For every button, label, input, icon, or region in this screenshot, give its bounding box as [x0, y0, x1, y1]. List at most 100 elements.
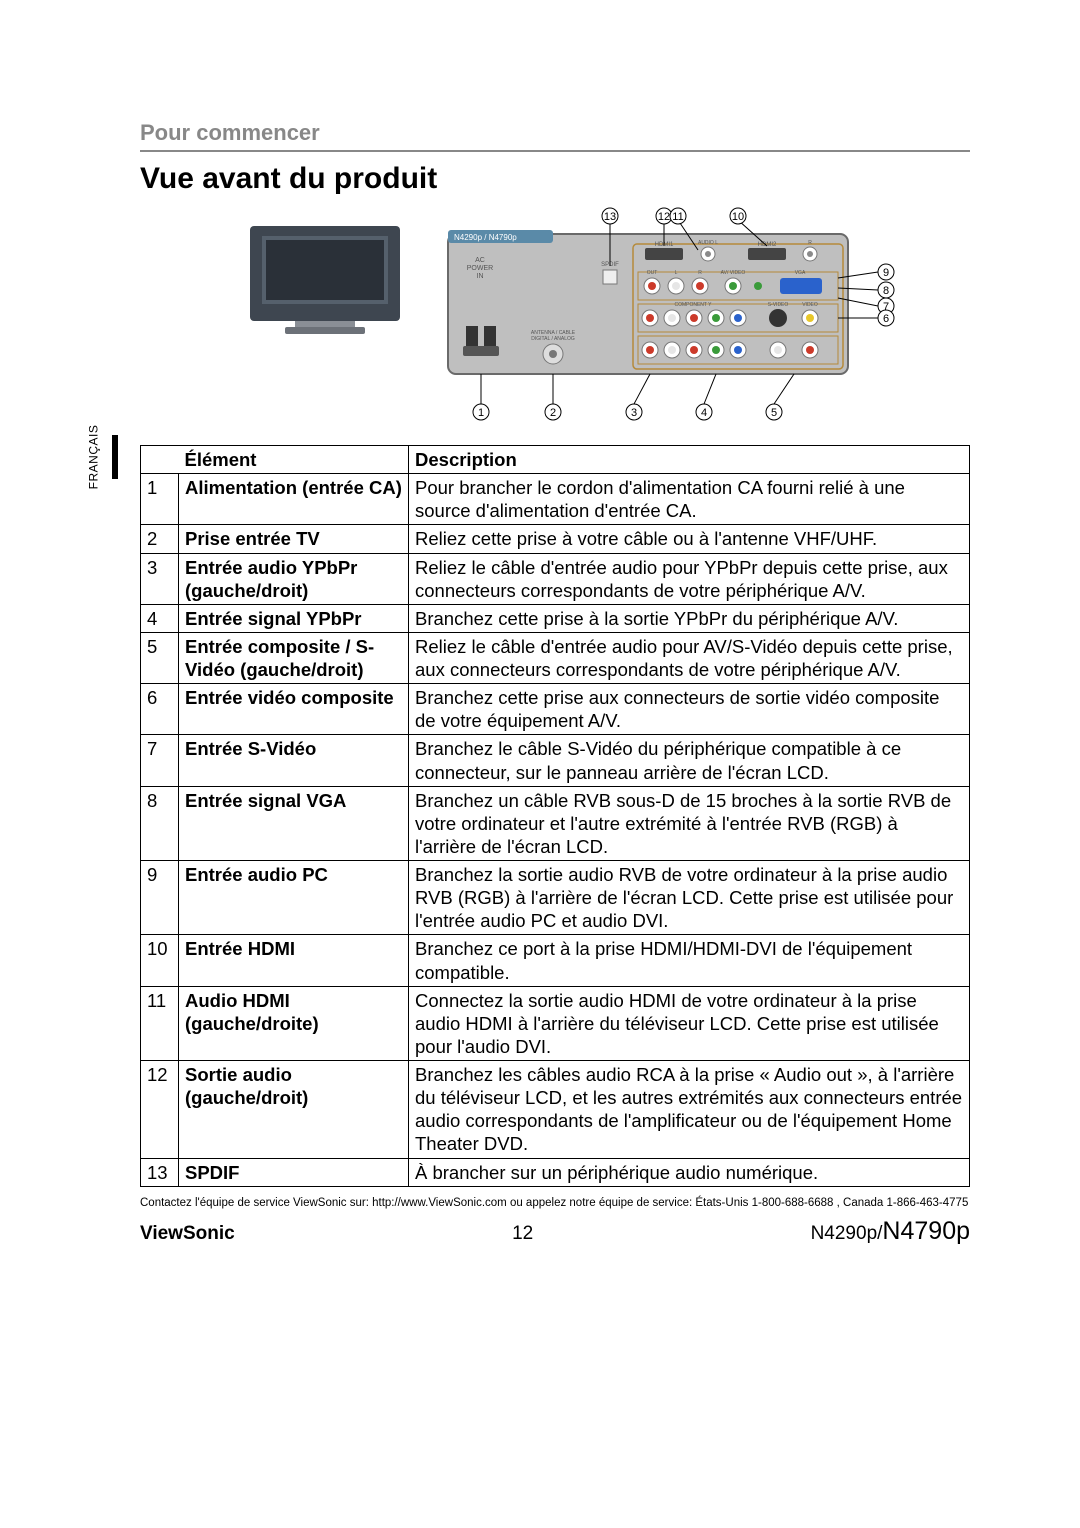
svg-text:L: L [675, 270, 678, 276]
diagram-front-view [240, 206, 420, 351]
header-blank [141, 446, 179, 474]
table-row: 5Entrée composite / S-Vidéo (gauche/droi… [141, 632, 970, 683]
svg-text:IN: IN [477, 273, 484, 280]
footer-model-a: N4290p/ [811, 1223, 883, 1244]
svg-text:HDMI2: HDMI2 [758, 242, 777, 248]
footer-note: Contactez l'équipe de service ViewSonic … [140, 1197, 970, 1209]
row-desc: Reliez le câble d'entrée audio pour AV/S… [409, 632, 970, 683]
table-row: 1Alimentation (entrée CA)Pour brancher l… [141, 474, 970, 525]
svg-text:6: 6 [883, 313, 889, 325]
svg-text:5: 5 [771, 407, 777, 419]
row-item: Entrée vidéo composite [179, 684, 409, 735]
svg-text:OUT: OUT [647, 270, 658, 276]
row-item: Entrée HDMI [179, 935, 409, 986]
footer-page: 12 [512, 1223, 533, 1245]
row-desc: Branchez cette prise aux connecteurs de … [409, 684, 970, 735]
svg-text:1: 1 [478, 407, 484, 419]
row-number: 9 [141, 861, 179, 935]
table-row: 4Entrée signal YPbPrBranchez cette prise… [141, 604, 970, 632]
row-desc: Reliez le câble d'entrée audio pour YPbP… [409, 553, 970, 604]
svg-text:R: R [808, 240, 812, 246]
row-number: 2 [141, 525, 179, 553]
language-label: FRANÇAIS [86, 425, 100, 490]
row-number: 7 [141, 735, 179, 786]
row-desc: Connectez la sortie audio HDMI de votre … [409, 986, 970, 1060]
footer-model: N4290p/N4790p [811, 1217, 970, 1246]
svg-text:VIDEO: VIDEO [802, 302, 818, 308]
row-desc: Branchez cette prise à la sortie YPbPr d… [409, 604, 970, 632]
row-number: 8 [141, 786, 179, 860]
svg-text:AC: AC [475, 257, 485, 264]
row-number: 1 [141, 474, 179, 525]
svg-text:R: R [698, 270, 702, 276]
language-tab-bar [112, 435, 118, 479]
row-desc: Branchez les câbles audio RCA à la prise… [409, 1061, 970, 1159]
row-desc: Reliez cette prise à votre câble ou à l'… [409, 525, 970, 553]
row-desc: Branchez le câble S-Vidéo du périphériqu… [409, 735, 970, 786]
table-row: 2Prise entrée TVReliez cette prise à vot… [141, 525, 970, 553]
svg-text:2: 2 [550, 407, 556, 419]
rear-panel-svg: N4290p / N4790p AC POWER IN ANTENNA / CA… [438, 206, 908, 426]
row-item: Audio HDMI (gauche/droite) [179, 986, 409, 1060]
row-number: 5 [141, 632, 179, 683]
footer-bar: ViewSonic 12 N4290p/N4790p [140, 1217, 970, 1246]
table-row: 12Sortie audio (gauche/droit)Branchez le… [141, 1061, 970, 1159]
row-desc: Branchez un câble RVB sous-D de 15 broch… [409, 786, 970, 860]
row-item: Entrée signal VGA [179, 786, 409, 860]
product-diagram: N4290p / N4790p AC POWER IN ANTENNA / CA… [240, 206, 970, 431]
table-row: 8Entrée signal VGABranchez un câble RVB … [141, 786, 970, 860]
table-row: 9Entrée audio PCBranchez la sortie audio… [141, 861, 970, 935]
row-number: 10 [141, 935, 179, 986]
table-row: 6Entrée vidéo compositeBranchez cette pr… [141, 684, 970, 735]
svg-text:3: 3 [631, 407, 637, 419]
table-row: 7Entrée S-VidéoBranchez le câble S-Vidéo… [141, 735, 970, 786]
row-item: Entrée audio PC [179, 861, 409, 935]
row-number: 12 [141, 1061, 179, 1159]
svg-text:N4290p / N4790p: N4290p / N4790p [454, 233, 517, 242]
svg-text:COMPONENT Y: COMPONENT Y [674, 302, 712, 308]
svg-text:AV/ VIDEO: AV/ VIDEO [721, 270, 746, 276]
svg-text:12: 12 [658, 211, 670, 223]
table-header-row: Élément Description [141, 446, 970, 474]
svg-text:DIGITAL / ANALOG: DIGITAL / ANALOG [531, 336, 575, 342]
table-row: 11Audio HDMI (gauche/droite)Connectez la… [141, 986, 970, 1060]
svg-text:POWER: POWER [467, 265, 493, 272]
section-rule [140, 150, 970, 152]
table-row: 3Entrée audio YPbPr (gauche/droit)Reliez… [141, 553, 970, 604]
table-row: 10Entrée HDMIBranchez ce port à la prise… [141, 935, 970, 986]
row-number: 6 [141, 684, 179, 735]
svg-text:8: 8 [883, 285, 889, 297]
header-desc: Description [409, 446, 970, 474]
svg-text:9: 9 [883, 267, 889, 279]
row-number: 4 [141, 604, 179, 632]
svg-text:4: 4 [701, 407, 707, 419]
row-number: 3 [141, 553, 179, 604]
spec-table: Élément Description 1Alimentation (entré… [140, 445, 970, 1187]
row-number: 13 [141, 1158, 179, 1186]
svg-text:11: 11 [672, 211, 683, 223]
tv-front-svg [240, 206, 420, 346]
row-desc: Pour brancher le cordon d'alimentation C… [409, 474, 970, 525]
svg-text:13: 13 [604, 211, 616, 223]
table-row: 13SPDIFÀ brancher sur un périphérique au… [141, 1158, 970, 1186]
section-heading: Pour commencer [140, 120, 970, 146]
svg-text:VGA: VGA [795, 270, 806, 276]
row-item: Prise entrée TV [179, 525, 409, 553]
row-item: Entrée S-Vidéo [179, 735, 409, 786]
page-title: Vue avant du produit [140, 162, 970, 196]
diagram-rear-panel: N4290p / N4790p AC POWER IN ANTENNA / CA… [438, 206, 908, 431]
language-tab: FRANÇAIS [75, 435, 118, 479]
svg-text:AUDIO L: AUDIO L [698, 240, 718, 246]
row-item: Sortie audio (gauche/droit) [179, 1061, 409, 1159]
svg-text:S-VIDEO: S-VIDEO [768, 302, 789, 308]
row-item: Entrée signal YPbPr [179, 604, 409, 632]
footer-brand: ViewSonic [140, 1223, 235, 1245]
header-item: Élément [179, 446, 409, 474]
row-desc: Branchez la sortie audio RVB de votre or… [409, 861, 970, 935]
footer-model-b: N4790p [882, 1217, 970, 1245]
row-item: SPDIF [179, 1158, 409, 1186]
row-desc: À brancher sur un périphérique audio num… [409, 1158, 970, 1186]
row-item: Entrée composite / S-Vidéo (gauche/droit… [179, 632, 409, 683]
row-item: Entrée audio YPbPr (gauche/droit) [179, 553, 409, 604]
svg-text:10: 10 [732, 211, 744, 223]
